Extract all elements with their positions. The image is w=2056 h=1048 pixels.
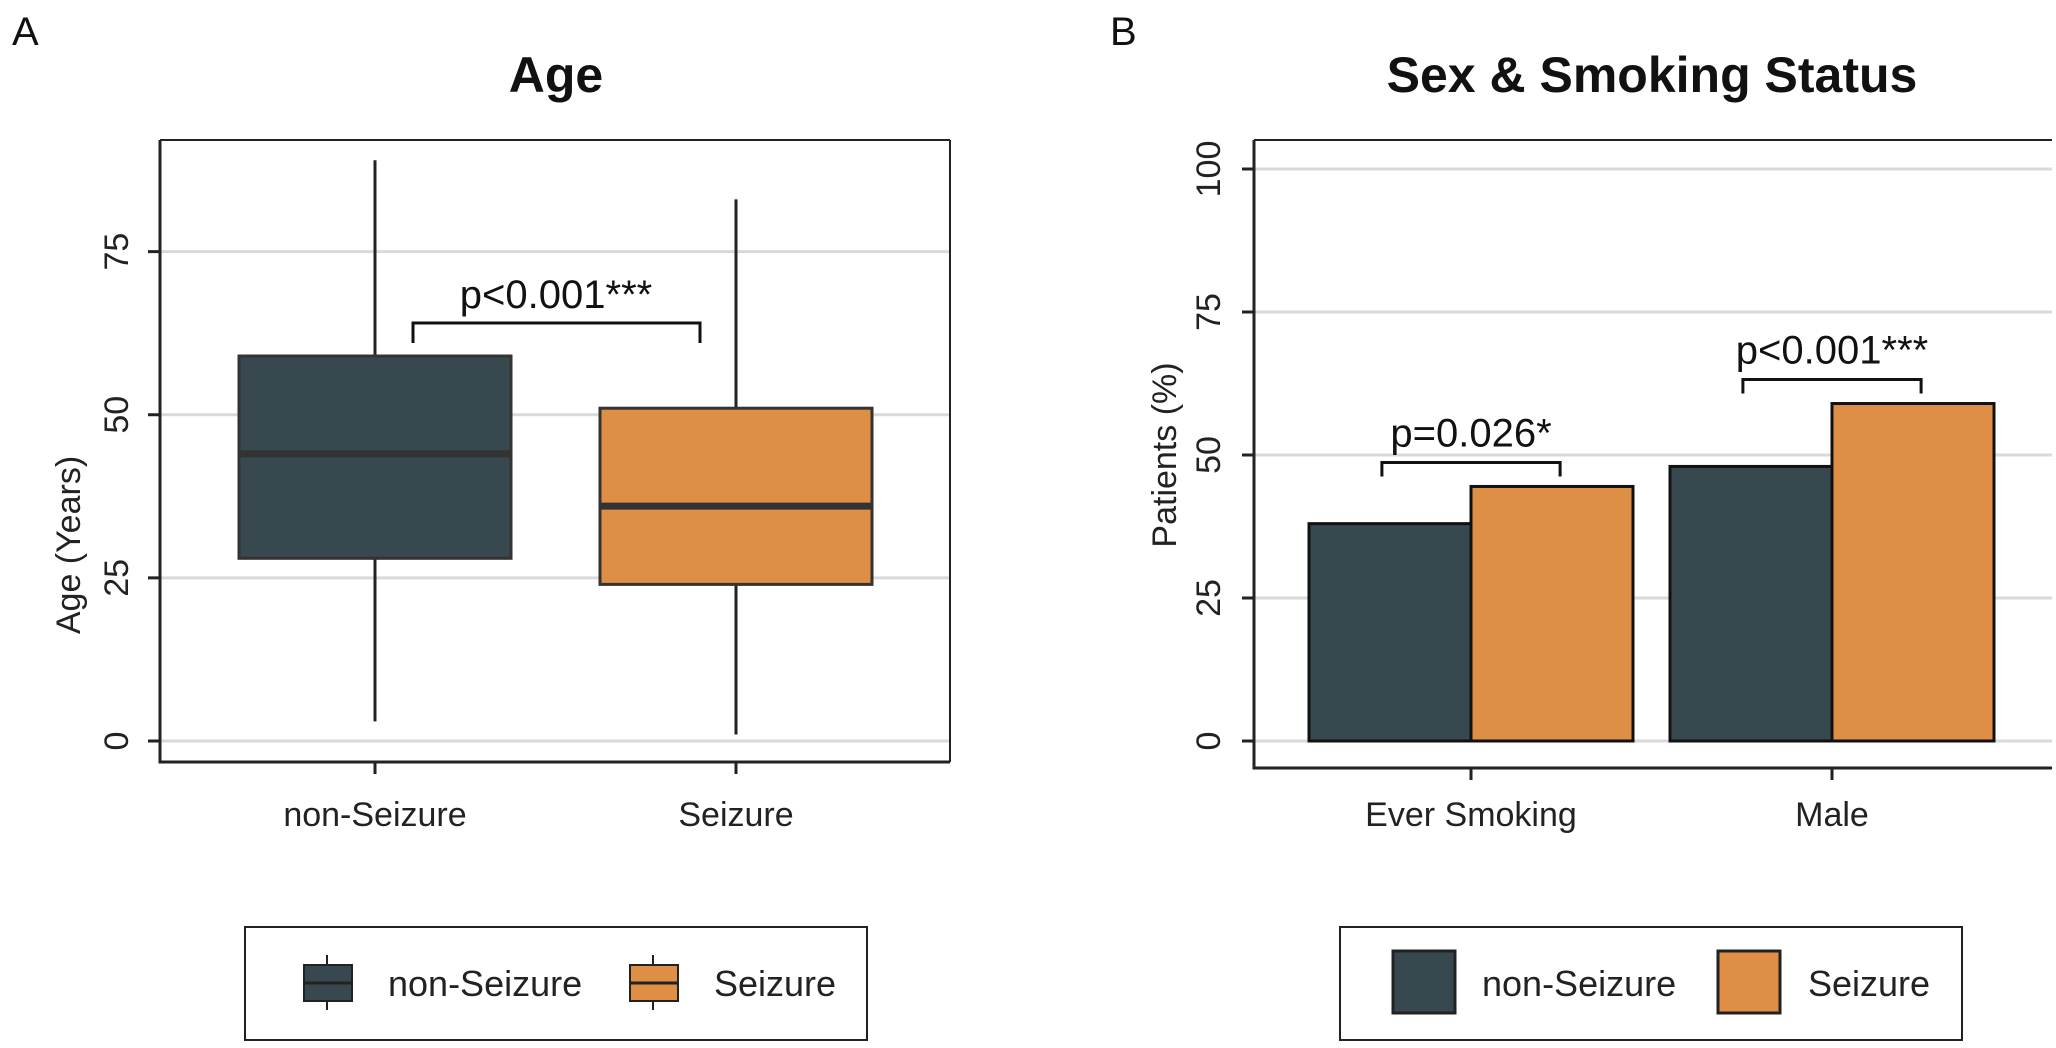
- panel-a: A Age 0 25 50 75 non-Seizure Seizure Age (Yea…: [12, 10, 951, 1041]
- panel-a-ytick-label: 75: [98, 233, 136, 271]
- panel-b-ytick-label: 25: [1190, 579, 1228, 617]
- panel-b-ytick-label: 50: [1190, 436, 1228, 474]
- panel-a-xtick-label: non-Seizure: [283, 796, 466, 834]
- panel-b-ylabel: Patients (%): [1146, 362, 1184, 547]
- panel-a-significance: p<0.001***: [411, 273, 702, 343]
- panel-a-ytick-label: 50: [98, 396, 136, 434]
- legend-a-label-non-seizure: non-Seizure: [388, 963, 582, 1004]
- panel-a-significance-bracket: [411, 321, 702, 343]
- panel-a-axis-lines: [158, 140, 950, 764]
- panel-b-significance-bracket: [1380, 460, 1562, 477]
- panel-a-ytick-label: 0: [98, 732, 136, 751]
- legend-a-key-non-seizure: [303, 955, 353, 1010]
- panel-a-letter: A: [12, 10, 39, 54]
- panel-b-legend-frame: [1339, 926, 1963, 1041]
- panel-b-title: Sex & Smoking Status: [1387, 47, 1918, 103]
- panel-a-boxes: [237, 160, 874, 735]
- panel-b-bars: [1307, 402, 1996, 743]
- panel-a-title: Age: [509, 47, 603, 103]
- panel-b-legend: non-Seizure Seizure: [1339, 926, 1963, 1041]
- panel-b-ytick-label: 0: [1190, 732, 1228, 751]
- panel-a-xtick-label: Seizure: [678, 796, 793, 834]
- bar: [1830, 402, 1996, 743]
- panel-b: B Sex & Smoking Status 0 25 50 75 100 Ever Sm…: [1110, 10, 2052, 1041]
- legend-b-label-non-seizure: non-Seizure: [1482, 963, 1676, 1004]
- bar: [1307, 522, 1473, 743]
- bar: [1469, 484, 1635, 743]
- panel-b-letter: B: [1110, 10, 1137, 54]
- bar: [1668, 464, 1834, 743]
- legend-b-key-non-seizure: [1391, 949, 1457, 1015]
- panel-a-axes: [158, 139, 951, 764]
- panel-a-legend: non-Seizure Seizure: [244, 926, 868, 1041]
- panel-b-pvalue: p=0.026*: [1390, 411, 1551, 455]
- legend-b-key-seizure: [1716, 949, 1782, 1015]
- panel-b-significance: p=0.026* p<0.001***: [1380, 329, 1928, 477]
- panel-a-pvalue: p<0.001***: [460, 273, 652, 317]
- box-body: [598, 406, 874, 586]
- legend-b-label-seizure: Seizure: [1808, 963, 1930, 1004]
- panel-b-xtick-label: Ever Smoking: [1365, 796, 1577, 834]
- panel-b-ytick-label: 75: [1190, 293, 1228, 331]
- panel-b-ticks: 0 25 50 75 100 Ever Smoking Male: [1190, 141, 1869, 834]
- legend-a-key-seizure: [629, 955, 679, 1010]
- panel-b-xtick-label: Male: [1795, 796, 1869, 834]
- panel-a-ticks: 0 25 50 75 non-Seizure Seizure: [98, 233, 794, 834]
- panel-a-ylabel: Age (Years): [50, 456, 88, 634]
- panel-b-axis-lines: [1252, 140, 2052, 770]
- panel-b-ytick-label: 100: [1190, 141, 1228, 198]
- panel-b-pvalue: p<0.001***: [1736, 329, 1928, 373]
- legend-a-label-seizure: Seizure: [714, 963, 836, 1004]
- panel-b-significance-bracket: [1741, 378, 1923, 394]
- panel-b-axes: [1252, 139, 2052, 770]
- panel-a-ytick-label: 25: [98, 559, 136, 597]
